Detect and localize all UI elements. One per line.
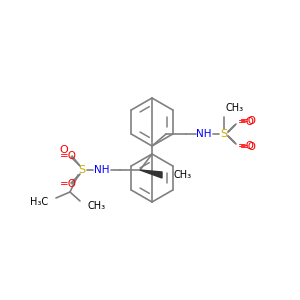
Text: H₃C: H₃C (30, 197, 48, 207)
Text: CH₃: CH₃ (226, 103, 244, 113)
Text: NH: NH (196, 129, 212, 139)
Polygon shape (140, 170, 162, 178)
Text: =O: =O (60, 151, 77, 161)
Text: S: S (78, 165, 85, 175)
Text: NH: NH (94, 165, 110, 175)
Text: CH₃: CH₃ (174, 170, 192, 180)
Text: =O: =O (240, 116, 257, 126)
Text: S: S (220, 129, 228, 139)
Text: O: O (59, 145, 68, 155)
Text: CH₃: CH₃ (88, 201, 106, 211)
Text: =O: =O (60, 179, 77, 189)
Text: =O: =O (238, 117, 255, 127)
Text: =O: =O (238, 141, 255, 151)
Text: =O: =O (240, 142, 257, 152)
